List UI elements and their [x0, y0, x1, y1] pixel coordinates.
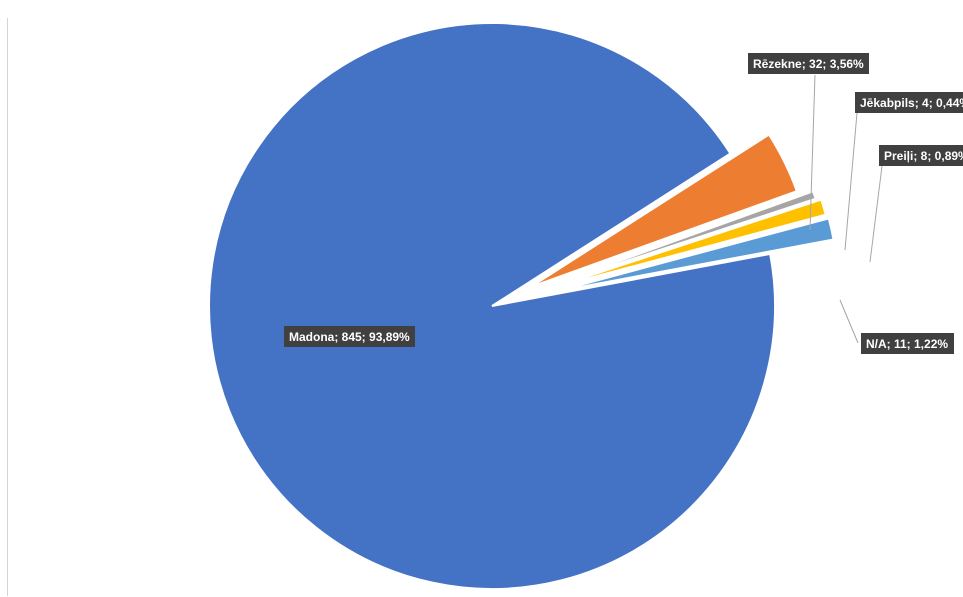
pie-slice-j-kabpils	[546, 189, 817, 289]
pie-slice-prei-i	[552, 198, 827, 289]
pie-slice-madona	[208, 22, 776, 590]
data-label-box	[861, 333, 954, 354]
data-label: N/A; 11; 1,22%	[861, 333, 954, 354]
leader-line	[844, 112, 858, 251]
data-label-text: Preiļi; 8; 0,89%	[884, 149, 963, 163]
data-label-text: N/A; 11; 1,22%	[866, 337, 948, 351]
data-label-text: Jēkabpils; 4; 0,44%	[860, 96, 963, 110]
data-label-box	[855, 92, 963, 113]
data-label-box	[879, 145, 963, 166]
data-label: Jēkabpils; 4; 0,44%	[855, 92, 963, 113]
data-label-text: Madona; 845; 93,89%	[289, 330, 410, 344]
pie-slice-r-zekne	[530, 133, 799, 288]
data-label: Madona; 845; 93,89%	[284, 326, 415, 347]
chart-left-border	[7, 18, 8, 596]
data-label: Rēzekne; 32; 3,56%	[748, 53, 869, 74]
leader-line	[809, 74, 816, 231]
data-label-box	[748, 53, 869, 74]
data-label: Preiļi; 8; 0,89%	[879, 145, 963, 166]
data-label-text: Rēzekne; 32; 3,56%	[753, 57, 864, 71]
leader-line	[869, 165, 883, 263]
data-label-box	[284, 326, 415, 347]
leader-line	[839, 299, 859, 344]
pie-slice-n-a	[555, 217, 835, 293]
